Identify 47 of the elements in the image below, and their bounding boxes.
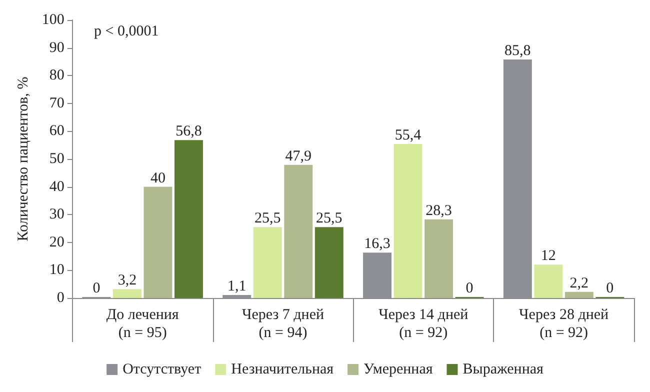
- data-label: 0: [606, 280, 614, 296]
- bar: [112, 289, 142, 298]
- bar: [144, 186, 172, 298]
- data-label: 16,3: [364, 236, 390, 252]
- data-label: 28,3: [426, 202, 452, 219]
- y-tick-label: 60: [49, 123, 64, 140]
- bar: [284, 164, 313, 298]
- legend-label: Умеренная: [364, 362, 433, 378]
- x-tick-label: Через 28 дней (n = 92): [519, 307, 609, 341]
- y-axis-title: Количество пациентов, %: [16, 76, 32, 242]
- data-label: 25,5: [254, 210, 281, 227]
- bar: [174, 140, 203, 298]
- bar: [394, 144, 422, 298]
- data-label: 12: [540, 248, 556, 264]
- y-tick-label: 20: [49, 234, 64, 250]
- x-tick-label: Через 14 дней (n = 92): [378, 307, 468, 341]
- annotation: p < 0,0001: [94, 24, 159, 40]
- data-label: 0: [466, 280, 474, 296]
- legend-label: Отсутствует: [122, 362, 202, 378]
- x-tick-label: Через 7 дней (n = 94): [242, 307, 324, 341]
- data-label: 0: [92, 280, 100, 296]
- data-label: 3,2: [118, 272, 137, 289]
- bar: [534, 264, 563, 298]
- data-label: 56,8: [176, 124, 202, 140]
- bar: [314, 227, 344, 298]
- data-label: 47,9: [285, 148, 312, 164]
- data-label: 1,1: [227, 278, 246, 294]
- y-tick-label: 50: [49, 151, 64, 167]
- bar: [564, 292, 594, 298]
- data-label: 55,4: [394, 127, 422, 144]
- y-tick-label: 10: [49, 262, 64, 278]
- data-label: 25,5: [316, 210, 342, 227]
- legend-label: Выраженная: [462, 362, 544, 378]
- x-tick-label: До лечения (n = 95): [106, 307, 179, 341]
- bar: [424, 219, 454, 298]
- y-tick-label: 30: [49, 206, 64, 223]
- y-tick-label: 100: [42, 12, 64, 28]
- y-tick-label: 0: [56, 290, 64, 306]
- y-tick-label: 80: [49, 68, 64, 84]
- y-tick-label: 40: [49, 178, 64, 195]
- bar: [253, 227, 282, 298]
- data-label: 2,2: [570, 275, 589, 292]
- legend-label: Незначительная: [231, 362, 334, 378]
- data-label: 40: [150, 170, 166, 186]
- y-tick-label: 70: [49, 95, 64, 112]
- y-tick-label: 90: [49, 40, 64, 56]
- data-label: 85,8: [504, 42, 531, 59]
